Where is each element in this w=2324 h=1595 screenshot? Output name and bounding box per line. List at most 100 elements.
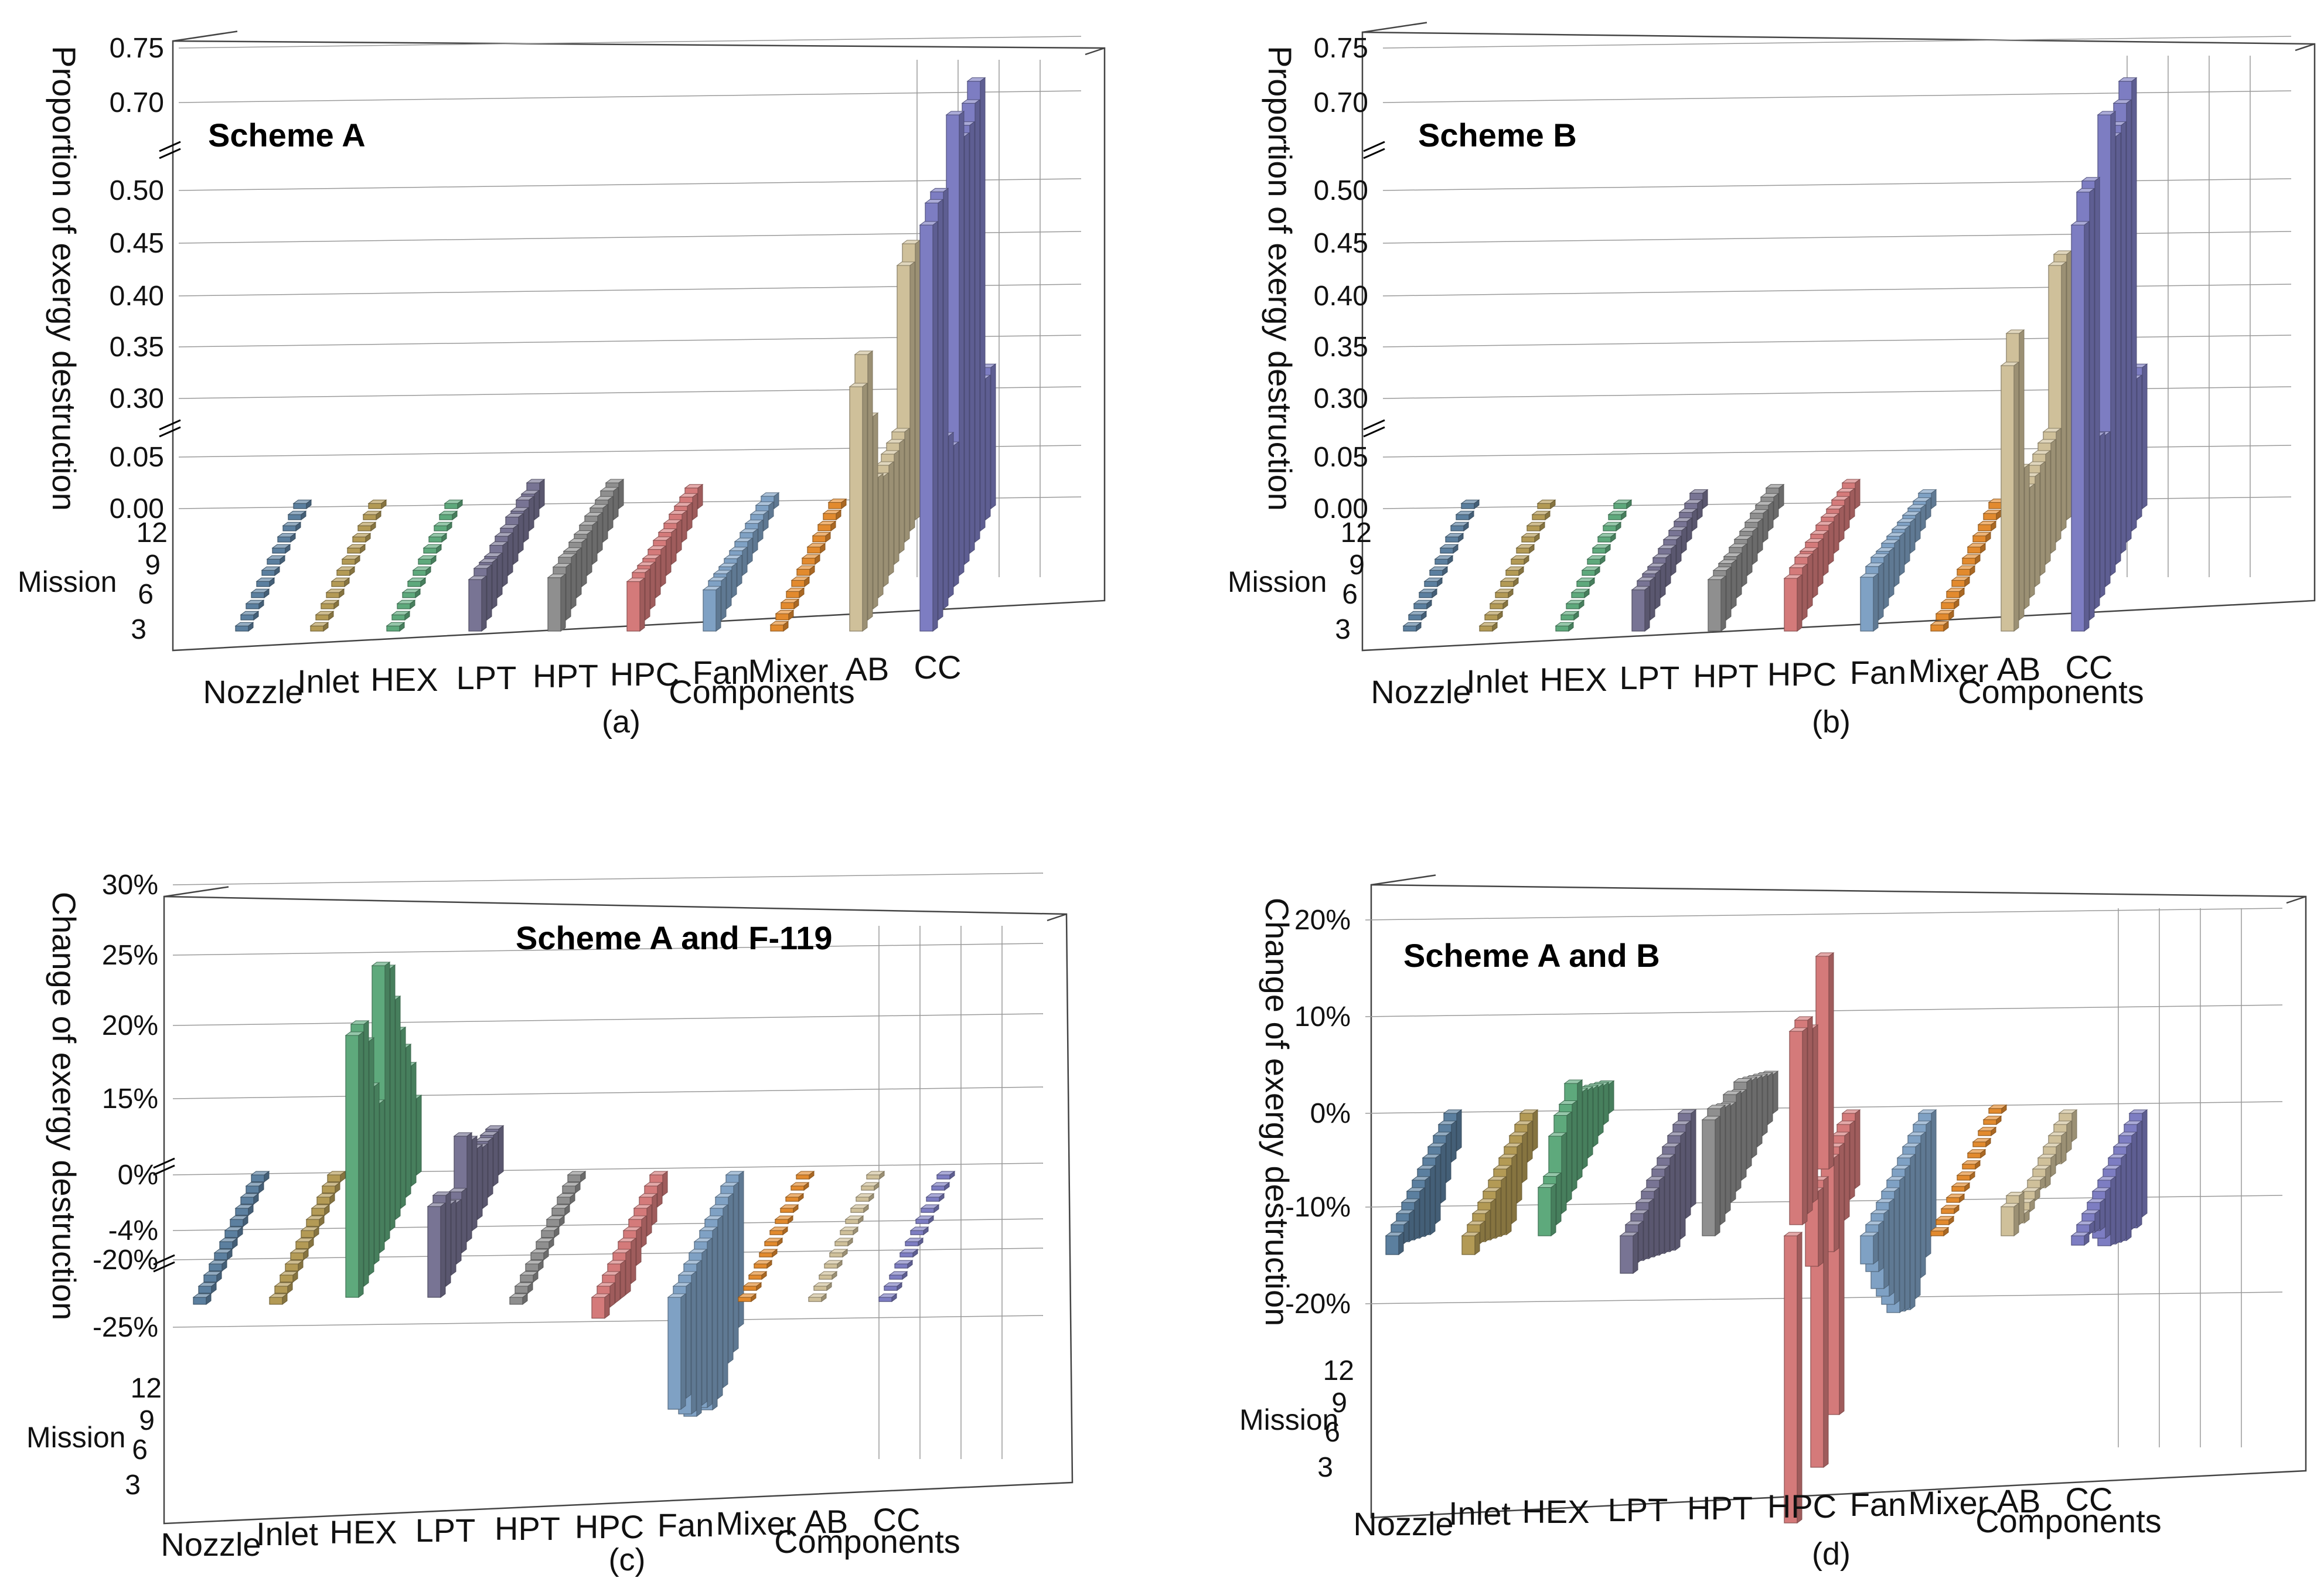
bar-side	[2019, 329, 2025, 621]
bar-side	[928, 1215, 934, 1225]
bar	[770, 624, 784, 632]
bar	[861, 1185, 875, 1191]
bar-side	[1561, 1132, 1567, 1214]
bar	[1538, 1187, 1552, 1236]
bar	[1537, 503, 1551, 509]
bar-side	[888, 461, 894, 576]
bar	[931, 1185, 945, 1191]
grid-line	[172, 1163, 1044, 1175]
bar-side	[1568, 622, 1574, 632]
bar	[1526, 525, 1541, 531]
axis-break	[153, 1164, 175, 1176]
bar-side	[1403, 1221, 1409, 1244]
bar-side	[324, 1204, 330, 1216]
bar-side	[1659, 1176, 1665, 1256]
bar	[1413, 603, 1427, 609]
bar-side	[804, 576, 810, 587]
bar-side	[1751, 1076, 1757, 1158]
bar-side	[1878, 1221, 1884, 1272]
bar-side	[1742, 543, 1747, 587]
bar-side	[1873, 573, 1879, 632]
bar	[240, 1197, 254, 1205]
bar-side	[1692, 508, 1698, 531]
bar-side	[874, 1182, 880, 1191]
bar-side	[1828, 521, 1834, 565]
y-tick-label: 0.45	[110, 228, 164, 259]
mission-tick-label: 9	[145, 550, 161, 581]
bar-side	[1931, 489, 1937, 509]
bar-side	[264, 1171, 270, 1182]
bar-side	[363, 1020, 369, 1287]
bar-side	[1855, 479, 1860, 509]
bar	[277, 536, 291, 543]
bar-side	[1609, 1080, 1614, 1114]
bar-side	[416, 1095, 422, 1175]
axis-break	[153, 1261, 175, 1273]
bar	[1576, 581, 1590, 587]
y-tick-label: 0.00	[110, 493, 164, 524]
bar-side	[1849, 488, 1855, 520]
bar-side	[650, 561, 656, 609]
bar-side	[481, 575, 487, 632]
bar-side	[2094, 1209, 2100, 1233]
bar-side	[1920, 1132, 1926, 1279]
component-label-hex: HEX	[329, 1514, 397, 1550]
bar-side	[1823, 1176, 1829, 1468]
bar-side	[248, 1204, 254, 1216]
bar-side	[1432, 588, 1437, 598]
bar	[748, 1274, 762, 1280]
panel-caption: (d)	[1812, 1536, 1851, 1572]
bar-side	[440, 1202, 446, 1298]
bar-side	[529, 496, 534, 531]
bar-side	[358, 1031, 364, 1298]
bar-side	[2110, 111, 2116, 576]
bar-side	[752, 528, 758, 554]
bar	[322, 1185, 336, 1194]
bar-side	[1812, 547, 1818, 598]
bar-side	[933, 1204, 939, 1214]
bar-side	[1572, 1100, 1577, 1192]
bar-side	[486, 564, 492, 621]
bar-side	[964, 132, 970, 565]
bar	[1951, 580, 1965, 587]
bar-side	[1643, 1209, 1649, 1261]
bar	[1490, 603, 1504, 609]
bar	[1972, 535, 1986, 543]
bar	[345, 1035, 359, 1298]
bar	[1450, 525, 1464, 531]
component-label-cc: CC	[2066, 649, 2113, 686]
bar	[2071, 1235, 2085, 1246]
bar-side	[2066, 1120, 2072, 1153]
bar	[272, 547, 286, 554]
bar-side	[707, 1238, 713, 1408]
bar-side	[631, 1238, 636, 1284]
bar-side	[575, 1182, 581, 1194]
bar-side	[340, 1171, 346, 1182]
bar-side	[1807, 553, 1813, 609]
bar	[310, 625, 324, 632]
bar-side	[943, 188, 949, 609]
bar	[828, 502, 842, 509]
bar	[306, 1219, 320, 1227]
bar-side	[1763, 509, 1768, 543]
bar-side	[687, 502, 693, 531]
bar-side	[894, 450, 899, 565]
bar	[921, 1208, 935, 1213]
component-label-fan: Fan	[1850, 654, 1907, 691]
grid-line	[172, 873, 1044, 885]
bar	[336, 570, 350, 576]
bar-side	[405, 1044, 411, 1198]
bar-side	[879, 1171, 885, 1180]
bar-side	[1894, 1187, 1900, 1305]
bar-side	[411, 1062, 417, 1187]
bar	[1631, 589, 1645, 632]
mission-tick-label: 12	[1341, 517, 1372, 548]
bar-side	[646, 1204, 652, 1237]
bar-side	[728, 1193, 734, 1364]
component-label-nozzle: Nozzle	[203, 673, 303, 710]
bar-side	[969, 121, 975, 554]
bar-side	[1506, 1165, 1512, 1235]
bar-side	[1577, 1079, 1583, 1181]
bar-side	[858, 1215, 864, 1225]
bar-side	[1527, 1120, 1533, 1163]
